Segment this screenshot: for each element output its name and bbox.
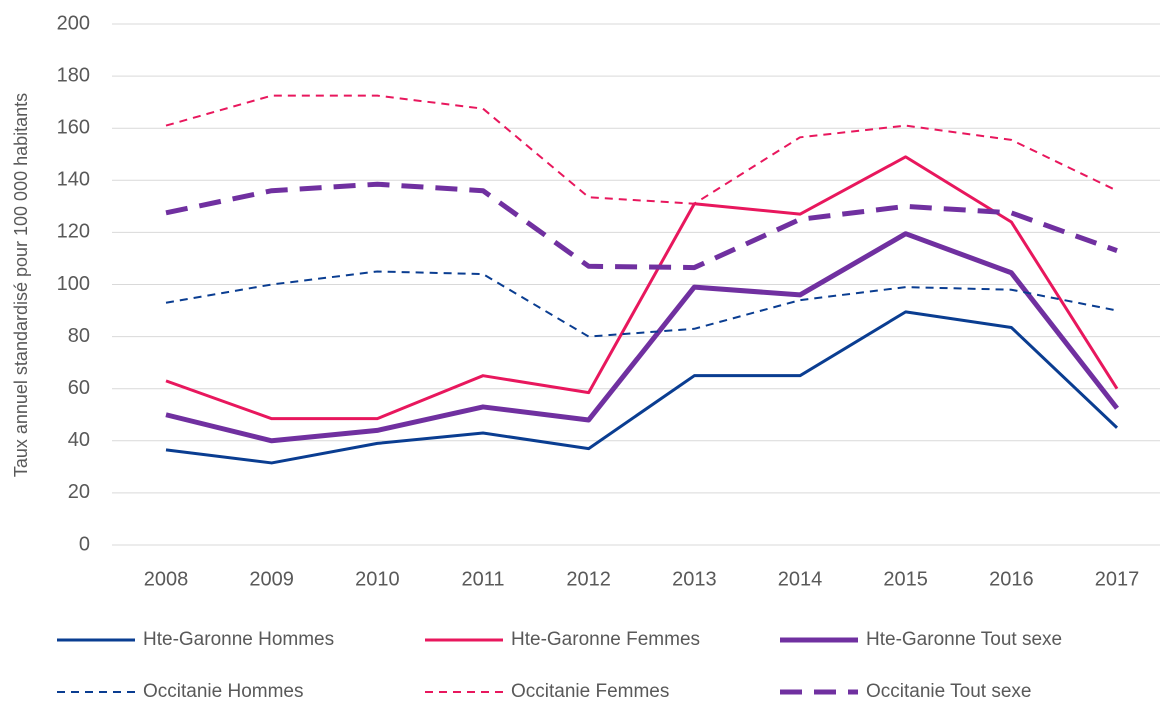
y-tick-label: 120 <box>57 221 90 243</box>
y-tick-label: 20 <box>68 481 90 503</box>
series-line <box>165 310 1119 465</box>
legend-label: Occitanie Femmes <box>511 681 669 702</box>
legend-label: Hte-Garonne Femmes <box>511 629 700 650</box>
x-tick-label: 2011 <box>461 568 504 590</box>
y-tick-label: 200 <box>57 12 90 34</box>
x-tick-label: 2014 <box>778 568 823 590</box>
legend-label: Hte-Garonne Hommes <box>143 629 334 650</box>
y-axis-title: Taux annuel standardisé pour 100 000 hab… <box>11 93 31 477</box>
x-tick-label: 2010 <box>355 568 400 590</box>
y-tick-label: 40 <box>68 429 90 451</box>
x-tick-label: 2008 <box>144 568 189 590</box>
x-tick-label: 2012 <box>566 568 611 590</box>
series-line <box>165 155 1119 421</box>
y-tick-label: 80 <box>68 325 90 347</box>
series-line <box>165 270 1118 338</box>
series-line <box>165 181 1118 271</box>
legend-label: Occitanie Tout sexe <box>866 681 1031 702</box>
y-tick-label: 140 <box>57 169 90 191</box>
x-tick-label: 2009 <box>249 568 294 590</box>
y-tick-label: 160 <box>57 116 90 138</box>
series-line <box>165 231 1119 444</box>
y-tick-label: 180 <box>57 64 90 86</box>
x-tick-label: 2013 <box>672 568 717 590</box>
x-tick-label: 2016 <box>989 568 1034 590</box>
y-tick-label: 100 <box>57 273 90 295</box>
legend-label: Hte-Garonne Tout sexe <box>866 629 1062 650</box>
legend-label: Occitanie Hommes <box>143 681 304 702</box>
x-tick-label: 2017 <box>1095 568 1140 590</box>
x-tick-label: 2015 <box>883 568 928 590</box>
y-tick-label: 60 <box>68 377 90 399</box>
y-tick-label: 0 <box>79 533 90 555</box>
